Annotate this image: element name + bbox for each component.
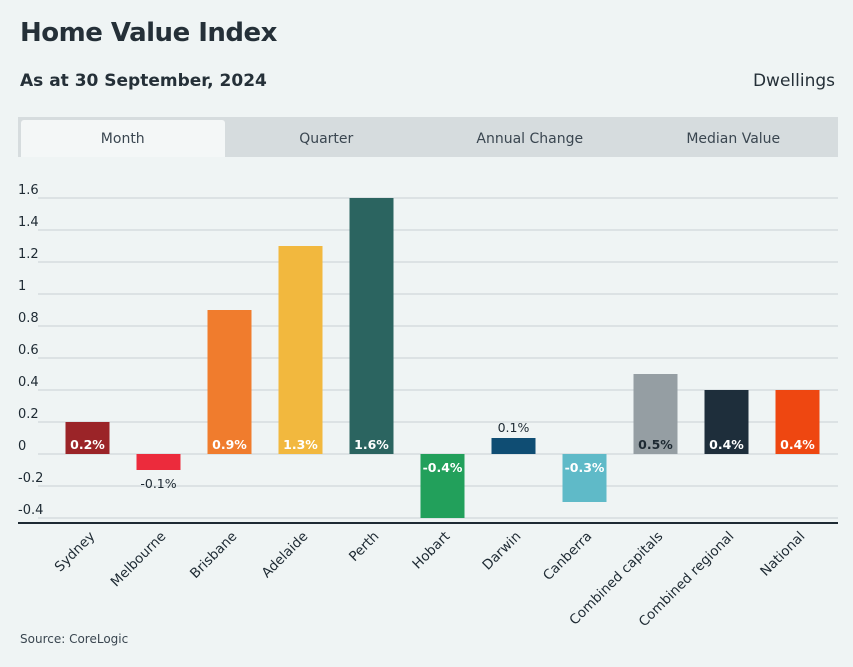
bar-combined-regional: [704, 390, 749, 454]
bar-national: [775, 390, 820, 454]
data-label: 0.4%: [780, 437, 815, 452]
date-subtitle: As at 30 September, 2024: [20, 71, 267, 91]
bar-brisbane: [207, 310, 252, 454]
x-tick-label: Canberra: [540, 529, 595, 584]
y-tick-label: 1.6: [18, 183, 39, 198]
tab-bar: Month Quarter Annual Change Median Value: [18, 117, 838, 157]
y-tick-label: 1.4: [18, 215, 39, 230]
x-tick-label: Darwin: [479, 529, 524, 574]
bar-hobart: [420, 454, 465, 518]
x-tick-label: Sydney: [52, 529, 99, 576]
data-label: -0.4%: [423, 460, 463, 475]
data-label: 1.6%: [354, 437, 389, 452]
x-tick-label: National: [757, 529, 808, 580]
x-tick-label: Adelaide: [259, 529, 312, 582]
tab-annual-change[interactable]: Annual Change: [476, 130, 584, 147]
x-tick-label: Melbourne: [108, 529, 170, 591]
data-label: 0.1%: [498, 420, 530, 435]
y-tick-label: 0.8: [18, 311, 39, 326]
y-tick-label: 0: [18, 439, 26, 454]
y-tick-label: 1.2: [18, 247, 39, 262]
page-title: Home Value Index: [20, 18, 277, 48]
measure-label: Dwellings: [752, 71, 835, 91]
y-tick-label: -0.4: [18, 503, 43, 518]
y-tick-label: 0.4: [18, 375, 39, 390]
tab-month[interactable]: Month: [21, 120, 225, 157]
y-tick-label: 0.6: [18, 343, 39, 358]
data-label: -0.3%: [565, 460, 605, 475]
data-label: 0.5%: [638, 437, 673, 452]
bar-canberra: [562, 454, 607, 502]
bar-combined-capitals: [633, 374, 678, 454]
data-label: 0.9%: [212, 437, 247, 452]
bar-sydney: [65, 422, 110, 454]
data-label: 0.2%: [70, 437, 105, 452]
y-tick-label: -0.2: [18, 471, 43, 486]
bar-melbourne: [136, 454, 181, 470]
bar-adelaide: [278, 246, 323, 454]
data-label: -0.1%: [140, 476, 176, 491]
x-tick-label: Perth: [346, 529, 382, 565]
bar-perth: [349, 198, 394, 454]
tab-median-value[interactable]: Median Value: [686, 130, 781, 147]
tab-quarter[interactable]: Quarter: [299, 130, 354, 147]
x-tick-label: Brisbane: [187, 529, 240, 582]
y-tick-label: 0.2: [18, 407, 39, 422]
data-label: 0.4%: [709, 437, 744, 452]
data-label: 1.3%: [283, 437, 318, 452]
source-note: Source: CoreLogic: [20, 632, 129, 646]
x-tick-label: Hobart: [409, 529, 453, 573]
bar-darwin: [491, 438, 536, 454]
y-tick-label: 1: [18, 279, 26, 294]
